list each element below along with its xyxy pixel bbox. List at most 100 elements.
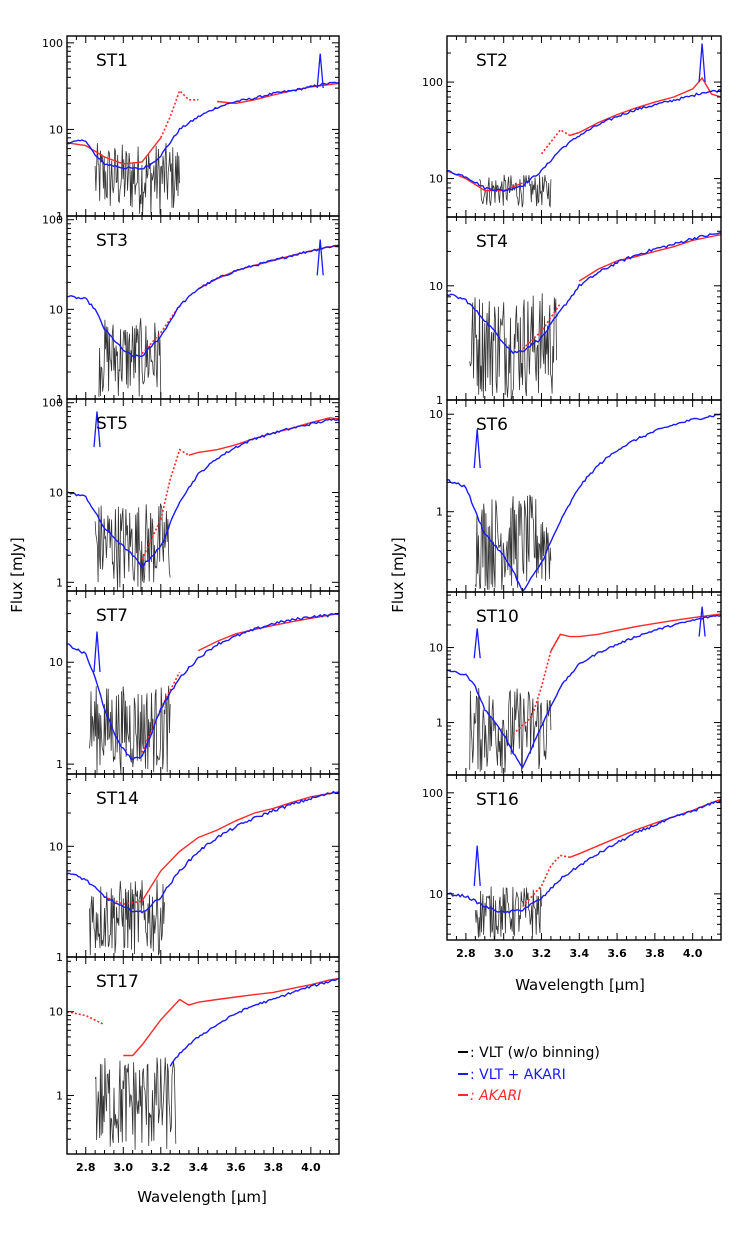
xtick-label-left: 3.0 [114, 1161, 134, 1174]
akari-series-st1 [217, 82, 339, 105]
ytick-label-st7: 1 [56, 758, 63, 771]
peak-st6-0 [473, 429, 481, 469]
vlt-series-st1 [94, 143, 180, 216]
akari-series-st1-lead [67, 137, 162, 165]
vlt-akari-series-st3 [67, 244, 339, 358]
vlt-series-st3 [98, 318, 162, 398]
x-axis-title-right: Wavelength [μm] [515, 976, 645, 994]
xtick-label-left: 3.6 [226, 1161, 246, 1174]
akari-series-st16 [569, 798, 721, 858]
ytick-label-st2: 100 [422, 76, 443, 89]
y-axis-title-left: Flux [mJy] [8, 537, 26, 613]
y-axis-title-right: Flux [mJy] [389, 537, 407, 613]
akari-series-st17 [123, 977, 339, 1057]
peak-st2-0 [698, 43, 706, 83]
panel-st5: 1 10 100 ST5 [42, 397, 340, 592]
ytick-label-st6: 10 [429, 408, 443, 421]
panel-st2: 10 100 ST2 [422, 35, 722, 218]
panel-frame-st16 [446, 774, 722, 941]
ytick-label-st10: 1 [436, 717, 443, 730]
peak-st1-0 [316, 53, 324, 89]
ytick-label-st3: 10 [49, 303, 63, 316]
legend-label-vlt: : VLT (w/o binning) [470, 1045, 600, 1061]
legend: : VLT (w/o binning) : VLT + AKARI : AKAR… [458, 1045, 600, 1104]
xtick-label-right: 3.4 [570, 947, 590, 960]
vlt-series-st5 [94, 503, 171, 591]
plot-area-st10 [447, 606, 721, 774]
akari-series-st4 [578, 234, 721, 282]
plot-area-st5 [67, 411, 339, 591]
xtick-label-left: 4.0 [301, 1161, 321, 1174]
peak-st10-1 [698, 606, 706, 637]
x-axis-title-left: Wavelength [μm] [137, 1188, 267, 1206]
ytick-label-st17: 1 [56, 1089, 63, 1102]
peak-st3-0 [316, 239, 324, 276]
vlt-akari-series-st16 [447, 799, 721, 914]
xtick-label-left: 3.4 [189, 1161, 209, 1174]
ytick-label-st16: 10 [429, 888, 443, 901]
panel-label-st7: ST7 [96, 606, 128, 626]
vlt-series-st14 [89, 879, 165, 956]
akari-series-st5-dotted [141, 448, 190, 560]
xtick-label-right: 3.2 [532, 947, 552, 960]
plot-area-st6 [447, 413, 721, 592]
akari-series-st1-dotted [160, 89, 199, 139]
panel-st6: 1 10 ST6 [429, 399, 722, 593]
vlt-akari-series-st7 [67, 612, 339, 761]
vlt-akari-series-st2 [447, 88, 721, 193]
vlt-akari-series-st1 [67, 81, 339, 170]
akari-series-st16-dotted [522, 854, 570, 908]
vlt-series-st17 [94, 1057, 177, 1150]
peak-st5-0 [93, 411, 101, 448]
ytick-label-st14: 1 [56, 951, 63, 964]
ytick-label-st16: 100 [422, 787, 443, 800]
plot-area-st2 [447, 43, 721, 208]
plot-area-st3 [67, 239, 339, 398]
plot-area-st7 [67, 612, 339, 774]
akari-series-st14-dotted [104, 896, 143, 906]
xtick-label-left: 3.8 [264, 1161, 284, 1174]
panel-st7: 1 10 ST7 [49, 590, 340, 775]
peak-st10-0 [473, 628, 481, 659]
panels-layer: 110100ST110100ST2110100ST3110ST4110100ST… [42, 35, 722, 1174]
akari-series-st10 [550, 613, 721, 652]
panel-label-st10: ST10 [476, 607, 519, 627]
ytick-label-st1: 10 [49, 123, 63, 136]
plot-area-st14 [67, 790, 339, 956]
ytick-label-st1: 100 [42, 37, 63, 50]
plot-area-st4 [447, 232, 721, 400]
panel-label-st14: ST14 [96, 789, 139, 809]
panel-st14: 1 10 ST14 [49, 773, 340, 964]
akari-series-st2 [569, 76, 721, 137]
akari-series-st5 [188, 417, 339, 456]
legend-label-akari: : AKARI [470, 1088, 521, 1104]
plot-area-st17 [67, 977, 339, 1150]
akari-series-st17-dotted [67, 1010, 105, 1026]
vlt-akari-series-st6 [447, 413, 721, 592]
ytick-label-st3: 1 [56, 393, 63, 406]
ytick-label-st3: 100 [42, 214, 63, 227]
panel-label-st5: ST5 [96, 414, 128, 434]
vlt-series-st4 [469, 293, 557, 400]
ytick-label-st14: 10 [49, 840, 63, 853]
ytick-label-st2: 10 [429, 173, 443, 186]
vlt-akari-series-st4 [447, 232, 721, 355]
panel-label-st1: ST1 [96, 51, 128, 71]
ytick-label-st5: 100 [42, 397, 63, 410]
xtick-label-right: 4.0 [683, 947, 703, 960]
akari-series-st14 [141, 791, 339, 902]
vlt-series-st10 [469, 687, 552, 774]
panel-label-st4: ST4 [476, 232, 508, 252]
vlt-series-st16 [474, 886, 542, 940]
vlt-akari-series-st10 [447, 614, 721, 769]
xtick-label-right: 3.0 [494, 947, 514, 960]
ytick-label-st4: 1 [436, 394, 443, 407]
panel-st17: 1 10 ST17 [49, 956, 340, 1155]
xtick-label-right: 3.8 [645, 947, 665, 960]
panel-st1: 1 10 100 ST1 [42, 35, 340, 223]
peak-st7-0 [93, 631, 101, 673]
vlt-akari-series-st17 [169, 977, 339, 1067]
plot-area-st16 [447, 798, 721, 940]
ytick-label-st4: 10 [429, 280, 443, 293]
